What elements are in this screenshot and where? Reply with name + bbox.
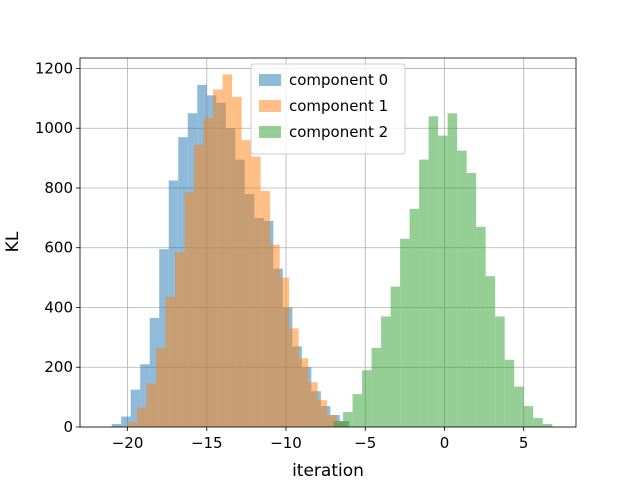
legend-swatch	[259, 74, 281, 86]
plot-frame	[79, 57, 577, 428]
legend-swatch	[259, 100, 281, 112]
histogram-bar	[137, 407, 147, 427]
y-tick-label: 200	[44, 358, 73, 376]
histogram-bar	[251, 156, 261, 428]
histogram-bar	[466, 173, 477, 427]
histogram-bar	[333, 421, 344, 427]
histogram-bar	[514, 386, 524, 427]
histogram-bar	[279, 277, 290, 427]
legend-box	[250, 63, 406, 155]
series-1	[127, 74, 347, 428]
histogram-bar	[184, 192, 195, 427]
histogram-bar	[343, 412, 353, 427]
bars	[111, 74, 553, 428]
histogram-bar	[447, 113, 458, 428]
y-tick-label: 0	[63, 418, 73, 436]
histogram-bar	[308, 382, 318, 427]
axis-ticks: −20 −15 −10 −5 0 5 0 200 400 600 800 1000 1200	[35, 59, 529, 452]
y-tick-label: 800	[44, 179, 73, 197]
histogram-bar	[400, 238, 410, 427]
x-tick-label: −20	[112, 434, 144, 452]
histogram-bar	[140, 364, 150, 427]
histogram-bar	[352, 394, 363, 427]
histogram-bar	[111, 424, 122, 427]
histogram-bar	[390, 286, 401, 427]
x-tick-label: 5	[519, 434, 529, 452]
histogram-bar	[533, 418, 543, 427]
histogram-bar	[457, 150, 467, 427]
histogram-bar	[438, 135, 448, 427]
histogram-bar	[298, 358, 309, 427]
histogram-bar	[485, 276, 496, 427]
histogram-bar	[232, 96, 242, 427]
histogram-bar	[175, 252, 185, 427]
histogram-bar	[495, 316, 505, 427]
x-axis-label: iteration	[292, 461, 364, 480]
y-tick-label: 1200	[35, 59, 73, 77]
x-tick-label: 0	[440, 434, 450, 452]
y-tick-label: 600	[44, 239, 73, 257]
y-tick-label: 1000	[35, 119, 73, 137]
histogram-bar	[260, 190, 271, 427]
histogram-bar	[121, 416, 131, 427]
histogram-bar	[317, 400, 328, 427]
histogram-bar	[419, 159, 429, 428]
histogram-bar	[428, 116, 439, 428]
histogram-bar	[270, 244, 280, 427]
histogram-bar	[362, 370, 372, 427]
y-axis-label: KL	[3, 231, 23, 252]
legend-label: component 0	[289, 71, 388, 89]
histogram-bar	[203, 117, 214, 428]
histogram-bar	[476, 226, 486, 427]
legend-label: component 1	[289, 97, 388, 115]
y-tick-label: 400	[44, 298, 73, 316]
legend: component 0 component 1 component 2	[250, 63, 406, 155]
histogram-bar	[371, 347, 382, 427]
histogram-bar	[159, 249, 169, 427]
histogram-bar	[149, 317, 160, 427]
histogram-bar	[146, 383, 157, 427]
histogram-bar	[127, 422, 138, 427]
histogram-bar	[241, 140, 252, 427]
legend-swatch	[259, 126, 281, 138]
histogram-bar	[222, 74, 233, 427]
histogram-bar	[165, 297, 176, 427]
histogram-bar	[289, 328, 299, 427]
histogram-bar	[156, 347, 166, 427]
histogram-bar	[523, 406, 534, 427]
histogram-bar	[327, 415, 337, 427]
histogram-bar	[381, 316, 391, 427]
histogram-bar	[504, 359, 515, 427]
legend-label: component 2	[289, 123, 388, 141]
histogram-bar	[213, 89, 223, 427]
x-tick-label: −15	[191, 434, 223, 452]
histogram-bar	[130, 389, 141, 427]
x-tick-label: −10	[270, 434, 302, 452]
histogram-bar	[194, 144, 204, 427]
x-tick-label: −5	[354, 434, 376, 452]
histogram-bar	[409, 208, 420, 427]
series-2	[333, 113, 553, 428]
histogram-bar	[542, 424, 553, 427]
